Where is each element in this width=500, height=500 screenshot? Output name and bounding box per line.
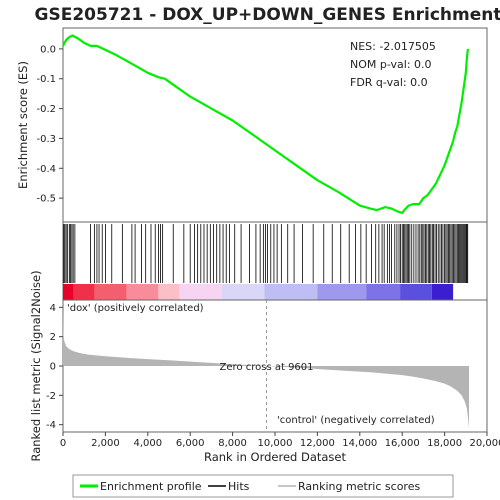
legend-enrichment-label: Enrichment profile (100, 480, 202, 493)
es-y-tick-label: -0.2 (36, 104, 56, 115)
legend-metric-label: Ranking metric scores (298, 480, 420, 493)
positive-correlation-label: 'dox' (positively correlated) (67, 303, 204, 314)
x-axis-label: Rank in Ordered Dataset (204, 450, 347, 464)
es-y-tick-label: -0.3 (36, 134, 56, 145)
stat-nom-p: NOM p-val: 0.0 (350, 58, 432, 71)
ranking-metric-area (63, 307, 469, 428)
heatmap-segment (264, 284, 318, 300)
es-y-tick-label: -0.5 (36, 194, 56, 205)
es-y-tick-label: -0.1 (36, 74, 56, 85)
stat-nes: NES: -2.017505 (350, 40, 436, 53)
metric-y-axis: 4 2 0 -2 -4 (46, 303, 63, 431)
legend: Enrichment profile Hits Ranking metric s… (72, 474, 454, 498)
x-tick-label: 10,000 (258, 438, 293, 449)
ranking-heatmap-bar (63, 284, 454, 300)
negative-correlation-label: 'control' (negatively correlated) (277, 415, 435, 426)
heatmap-segment (179, 284, 222, 300)
hits-panel (62, 221, 488, 301)
es-panel-frame (62, 27, 488, 223)
x-tick-label: 6,000 (176, 438, 205, 449)
metric-y-tick-label: -2 (46, 391, 56, 402)
x-tick-label: 8,000 (218, 438, 247, 449)
enrichment-profile-line (62, 34, 469, 215)
metric-y-tick-label: 4 (50, 303, 56, 314)
heatmap-segment (366, 284, 401, 300)
heatmap-segment (63, 284, 74, 300)
es-y-tick-label: -0.4 (36, 164, 56, 175)
es-y-axis: 0.0 -0.1 -0.2 -0.3 -0.4 -0.5 (36, 44, 63, 205)
metric-y-tick-label: 0 (50, 362, 56, 373)
x-tick-label: 0 (60, 438, 66, 449)
zero-cross-label: Zero cross at 9601 (220, 362, 314, 373)
x-tick-label: 20,000 (470, 438, 500, 449)
hit-lines (63, 224, 469, 283)
x-tick-label: 4,000 (133, 438, 162, 449)
metric-panel: 4 2 0 -2 -4 Zero cross at 9601 'dox' (positi… (29, 270, 488, 462)
metric-y-tick-label: 2 (50, 332, 56, 343)
metric-y-axis-label: Ranked list metric (Signal2Noise) (29, 270, 43, 461)
heatmap-segment (222, 284, 265, 300)
heatmap-segment (73, 284, 95, 300)
es-panel: 0.0 -0.1 -0.2 -0.3 -0.4 -0.5 NES: -2.017505 N… (16, 27, 488, 223)
stat-fdr-q: FDR q-val: 0.0 (350, 76, 428, 89)
x-tick-label: 2,000 (91, 438, 120, 449)
legend-frame (72, 474, 454, 498)
x-tick-label: 18,000 (427, 438, 462, 449)
x-axis: 0 2,000 4,000 6,000 8,000 10,000 12,000 14,000 1… (60, 432, 500, 449)
heatmap-segment (400, 284, 432, 300)
heatmap-segment (126, 284, 159, 300)
chart-title: GSE205721 - DOX_UP+DOWN_GENES Enrichment (35, 5, 500, 25)
heatmap-segment (94, 284, 127, 300)
es-y-axis-label: Enrichment score (ES) (16, 61, 30, 189)
legend-hits-label: Hits (228, 480, 250, 493)
x-tick-label: 14,000 (342, 438, 377, 449)
metric-y-tick-label: -4 (46, 420, 56, 431)
heatmap-segment (431, 284, 454, 300)
heatmap-segment (158, 284, 180, 300)
heatmap-segment (317, 284, 367, 300)
x-tick-label: 16,000 (385, 438, 420, 449)
es-y-tick-label: 0.0 (40, 44, 56, 55)
x-tick-label: 12,000 (300, 438, 335, 449)
